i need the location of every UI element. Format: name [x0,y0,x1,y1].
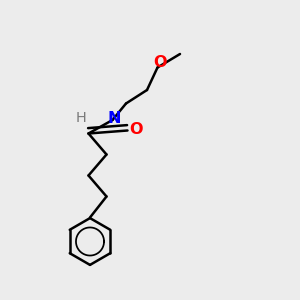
Text: H: H [76,111,86,124]
Text: N: N [108,111,121,126]
Text: O: O [153,55,167,70]
Text: O: O [130,122,143,136]
